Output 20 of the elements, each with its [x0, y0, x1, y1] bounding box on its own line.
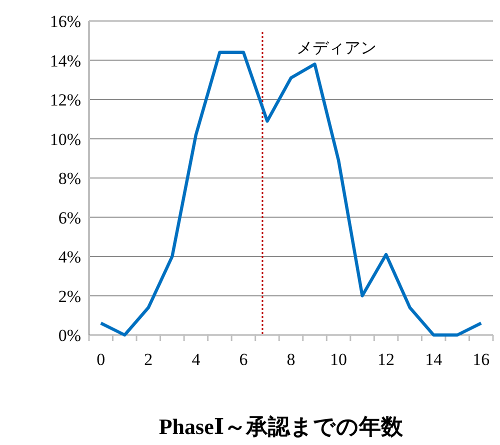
y-tick-label: 0% [58, 326, 81, 345]
y-tick-label: 2% [58, 286, 81, 306]
x-tick-label: 6 [239, 350, 248, 369]
y-tick-label: 12% [50, 90, 81, 110]
x-tick-label: 16 [472, 350, 490, 369]
ref-line-label: メディアン [296, 38, 376, 57]
x-axis-title: PhaseⅠ～承認までの年数 [158, 414, 404, 439]
x-tick-label: 2 [144, 350, 153, 369]
x-tick-label: 14 [425, 350, 443, 369]
x-tick-label: 0 [96, 350, 106, 369]
x-tick-label: 10 [330, 350, 348, 369]
y-tick-label: 10% [50, 130, 81, 149]
x-tick-label: 4 [192, 350, 201, 369]
x-tick-label: 12 [378, 350, 395, 369]
y-tick-label: 16% [50, 12, 81, 31]
y-tick-label: 14% [50, 51, 81, 70]
y-tick-label: 6% [58, 208, 81, 228]
y-tick-label: 8% [58, 169, 81, 188]
y-tick-label: 4% [58, 248, 81, 266]
x-tick-label: 8 [286, 350, 296, 369]
